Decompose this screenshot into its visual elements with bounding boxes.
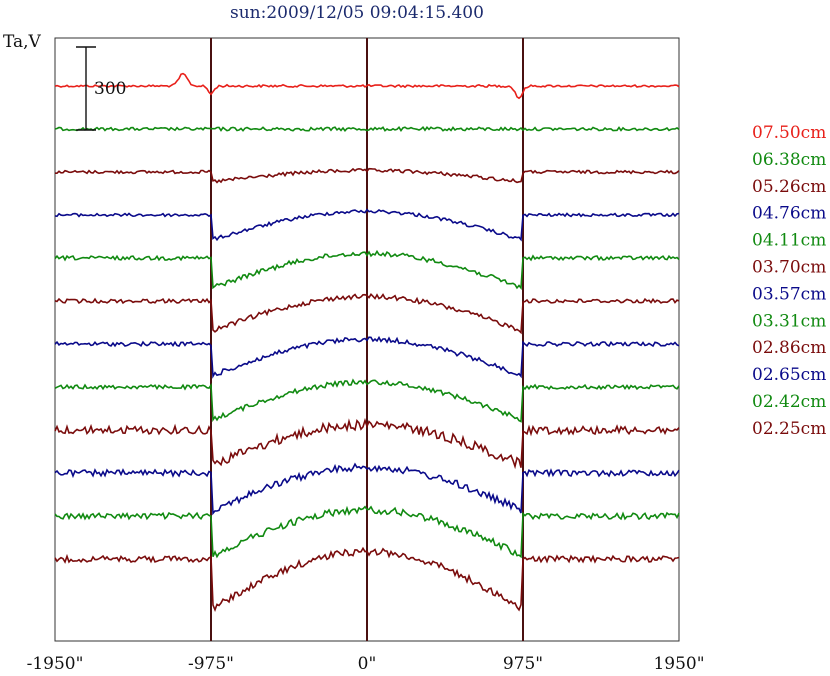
series-line-04-11cm [54,249,680,290]
x-tick-labels: -1950" -975" 0" 975" 1950" [27,654,705,674]
series-line-07-50cm [54,72,680,100]
series-line-02-25cm [54,546,680,612]
x-tick-label: -1950" [27,654,84,674]
series-line-02-86cm [54,417,680,470]
legend-entry: 07.50cm [752,123,826,143]
x-tick-label: 1950" [653,654,704,674]
scale-bar-label: 300 [94,79,126,99]
chart-title: sun:2009/12/05 09:04:15.400 [230,3,484,23]
legend-entry: 02.25cm [752,419,826,439]
legend: 07.50cm 06.38cm 05.26cm 04.76cm 04.11cm 03.70… [752,123,826,439]
legend-entry: 03.57cm [752,284,826,304]
y-axis-label: Ta,V [3,32,41,52]
legend-entry: 05.26cm [752,177,826,197]
legend-entry: 06.38cm [752,150,826,170]
series-line-05-26cm [55,167,680,184]
series-line-03-57cm [54,335,680,379]
legend-entry: 03.70cm [752,258,826,278]
series-line-04-76cm [54,208,680,242]
x-tick-label: -975" [188,654,234,674]
legend-entry: 02.86cm [752,338,826,358]
legend-entry: 02.65cm [752,365,826,385]
series-line-02-42cm [54,505,680,559]
legend-entry: 03.31cm [752,311,826,331]
series-line-03-31cm [54,378,680,423]
series-line-03-70cm [54,293,680,335]
x-tick-label: 0" [358,654,377,674]
series-lines [54,72,680,612]
series-line-02-65cm [54,462,680,516]
legend-entry: 02.42cm [752,392,826,412]
legend-entry: 04.11cm [752,231,826,251]
x-tick-label: 975" [503,654,543,674]
legend-entry: 04.76cm [752,204,826,224]
scale-bar: 300 [76,46,126,131]
series-line-06-38cm [54,125,680,133]
